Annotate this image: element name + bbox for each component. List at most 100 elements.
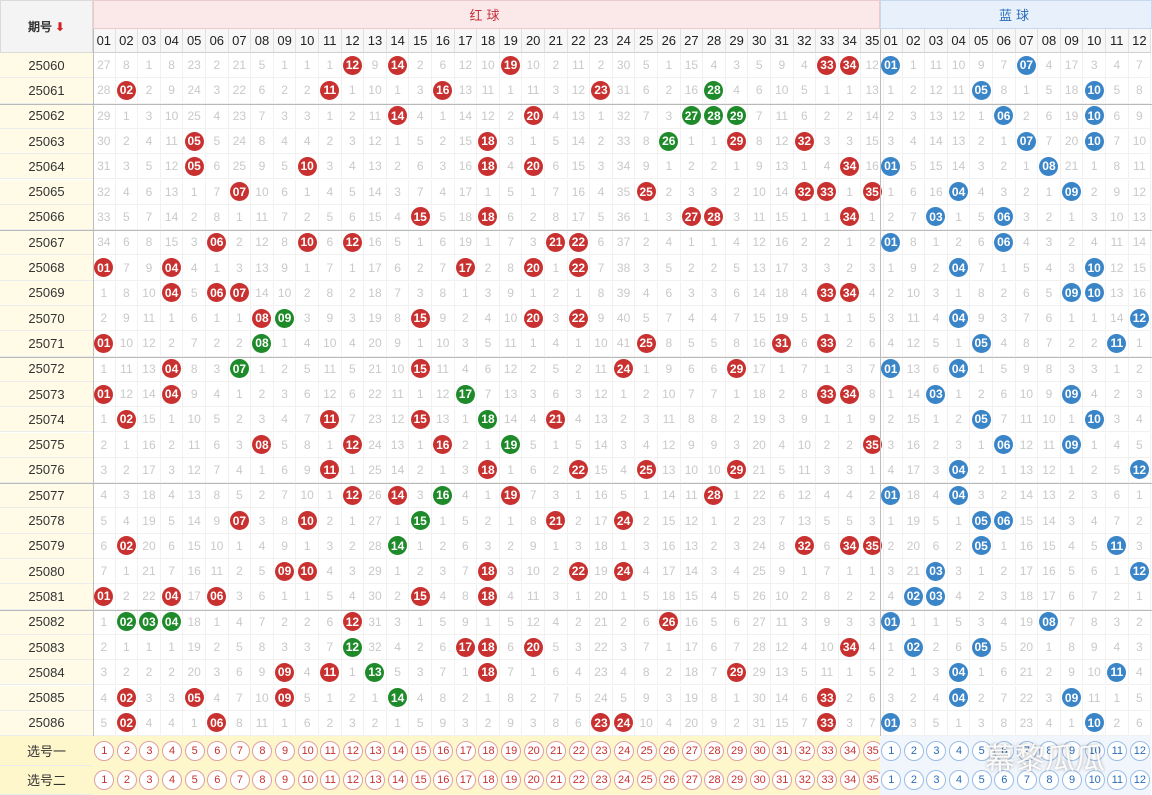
pick-blue-ball[interactable]: 3: [926, 740, 947, 761]
pick-red-ball[interactable]: 15: [410, 740, 431, 761]
pick-blue-ball[interactable]: 4: [949, 770, 970, 791]
pick-red-ball[interactable]: 33: [817, 770, 838, 791]
pick-red-ball[interactable]: 20: [523, 770, 544, 791]
pick-blue-ball[interactable]: 8: [1039, 770, 1060, 791]
pick-red-ball[interactable]: 13: [365, 770, 386, 791]
pick-red-ball[interactable]: 26: [659, 770, 680, 791]
pick-red-ball[interactable]: 27: [681, 740, 702, 761]
pick-blue-ball[interactable]: 6: [994, 740, 1015, 761]
pick-red-ball[interactable]: 4: [162, 740, 183, 761]
pick-blue-ball[interactable]: 7: [1016, 740, 1037, 761]
pick-blue-ball[interactable]: 5: [971, 770, 992, 791]
pick-blue-ball[interactable]: 10: [1084, 740, 1105, 761]
pick-red-ball[interactable]: 9: [275, 770, 296, 791]
pick-blue-cell: 6: [993, 736, 1016, 766]
pick-red-ball[interactable]: 4: [162, 770, 183, 791]
pick-red-ball[interactable]: 14: [388, 740, 409, 761]
pick-red-ball[interactable]: 11: [320, 770, 341, 791]
pick-red-ball[interactable]: 12: [342, 770, 363, 791]
pick-red-ball[interactable]: 5: [184, 770, 205, 791]
pick-red-ball[interactable]: 11: [320, 740, 341, 761]
pick-red-ball[interactable]: 23: [591, 770, 612, 791]
pick-blue-ball[interactable]: 2: [903, 740, 924, 761]
pick-blue-ball[interactable]: 2: [903, 770, 924, 791]
pick-blue-ball[interactable]: 1: [881, 740, 902, 761]
pick-red-ball[interactable]: 25: [636, 740, 657, 761]
pick-red-ball[interactable]: 28: [704, 740, 725, 761]
pick-red-ball[interactable]: 6: [207, 770, 228, 791]
pick-red-ball[interactable]: 17: [455, 740, 476, 761]
red-cell: 4: [228, 457, 252, 484]
pick-red-ball[interactable]: 10: [297, 740, 318, 761]
issue-header[interactable]: 期号 ⬇: [0, 0, 93, 53]
pick-red-ball[interactable]: 9: [275, 740, 296, 761]
pick-red-ball[interactable]: 17: [455, 770, 476, 791]
pick-red-ball[interactable]: 30: [749, 770, 770, 791]
pick-red-ball[interactable]: 29: [727, 770, 748, 791]
pick-red-ball[interactable]: 21: [546, 770, 567, 791]
pick-red-ball[interactable]: 18: [478, 770, 499, 791]
pick-red-ball[interactable]: 27: [681, 770, 702, 791]
pick-blue-ball[interactable]: 11: [1107, 770, 1128, 791]
pick-blue-ball[interactable]: 11: [1107, 740, 1128, 761]
pick-red-ball[interactable]: 16: [433, 740, 454, 761]
pick-red-ball[interactable]: 3: [139, 770, 160, 791]
pick-red-ball[interactable]: 6: [207, 740, 228, 761]
pick-blue-ball[interactable]: 12: [1129, 770, 1150, 791]
pick-red-ball[interactable]: 13: [365, 740, 386, 761]
pick-red-ball[interactable]: 2: [116, 740, 137, 761]
pick-red-ball[interactable]: 25: [636, 770, 657, 791]
pick-red-ball[interactable]: 31: [772, 770, 793, 791]
pick-red-ball[interactable]: 8: [252, 770, 273, 791]
pick-blue-ball[interactable]: 5: [971, 740, 992, 761]
pick-red-ball[interactable]: 19: [501, 740, 522, 761]
pick-red-ball[interactable]: 30: [749, 740, 770, 761]
pick-red-ball[interactable]: 18: [478, 740, 499, 761]
pick-red-ball[interactable]: 1: [94, 770, 115, 791]
pick-blue-ball[interactable]: 9: [1062, 740, 1083, 761]
pick-blue-ball[interactable]: 1: [881, 770, 902, 791]
pick-red-ball[interactable]: 23: [591, 740, 612, 761]
pick-red-ball[interactable]: 19: [501, 770, 522, 791]
pick-red-ball[interactable]: 14: [388, 770, 409, 791]
pick-red-ball[interactable]: 34: [840, 770, 861, 791]
pick-red-ball[interactable]: 22: [568, 770, 589, 791]
pick-red-ball[interactable]: 15: [410, 770, 431, 791]
pick-blue-ball[interactable]: 3: [926, 770, 947, 791]
pick-red-ball[interactable]: 12: [342, 740, 363, 761]
pick-red-ball[interactable]: 1: [94, 740, 115, 761]
red-cell: 26: [658, 128, 681, 155]
red-cell: 15: [590, 457, 613, 484]
pick-red-ball[interactable]: 35: [862, 770, 883, 791]
pick-red-ball[interactable]: 32: [794, 770, 815, 791]
pick-red-ball[interactable]: 24: [614, 770, 635, 791]
pick-red-ball[interactable]: 8: [252, 740, 273, 761]
pick-blue-ball[interactable]: 4: [949, 740, 970, 761]
pick-blue-ball[interactable]: 6: [994, 770, 1015, 791]
pick-red-ball[interactable]: 21: [546, 740, 567, 761]
down-arrow-icon[interactable]: ⬇: [54, 19, 66, 34]
pick-red-ball[interactable]: 26: [659, 740, 680, 761]
pick-blue-ball[interactable]: 7: [1016, 770, 1037, 791]
pick-red-ball[interactable]: 31: [772, 740, 793, 761]
pick-blue-ball[interactable]: 12: [1129, 740, 1150, 761]
pick-red-ball[interactable]: 32: [794, 740, 815, 761]
drawn-red-ball: 23: [591, 713, 611, 733]
pick-red-ball[interactable]: 29: [727, 740, 748, 761]
pick-red-ball[interactable]: 28: [704, 770, 725, 791]
pick-blue-ball[interactable]: 10: [1084, 770, 1105, 791]
pick-blue-ball[interactable]: 8: [1039, 740, 1060, 761]
pick-red-ball[interactable]: 5: [184, 740, 205, 761]
pick-red-ball[interactable]: 7: [229, 740, 250, 761]
pick-red-ball[interactable]: 7: [229, 770, 250, 791]
pick-red-ball[interactable]: 3: [139, 740, 160, 761]
pick-blue-ball[interactable]: 9: [1062, 770, 1083, 791]
pick-red-ball[interactable]: 10: [297, 770, 318, 791]
pick-red-ball[interactable]: 20: [523, 740, 544, 761]
pick-red-ball[interactable]: 33: [817, 740, 838, 761]
pick-red-ball[interactable]: 22: [568, 740, 589, 761]
pick-red-ball[interactable]: 2: [116, 770, 137, 791]
pick-red-ball[interactable]: 16: [433, 770, 454, 791]
pick-red-ball[interactable]: 34: [840, 740, 861, 761]
pick-red-ball[interactable]: 24: [614, 740, 635, 761]
